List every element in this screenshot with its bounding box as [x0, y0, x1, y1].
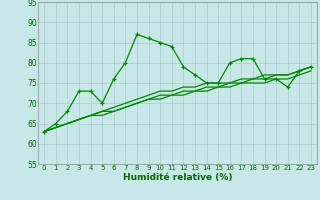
X-axis label: Humidité relative (%): Humidité relative (%)	[123, 173, 232, 182]
